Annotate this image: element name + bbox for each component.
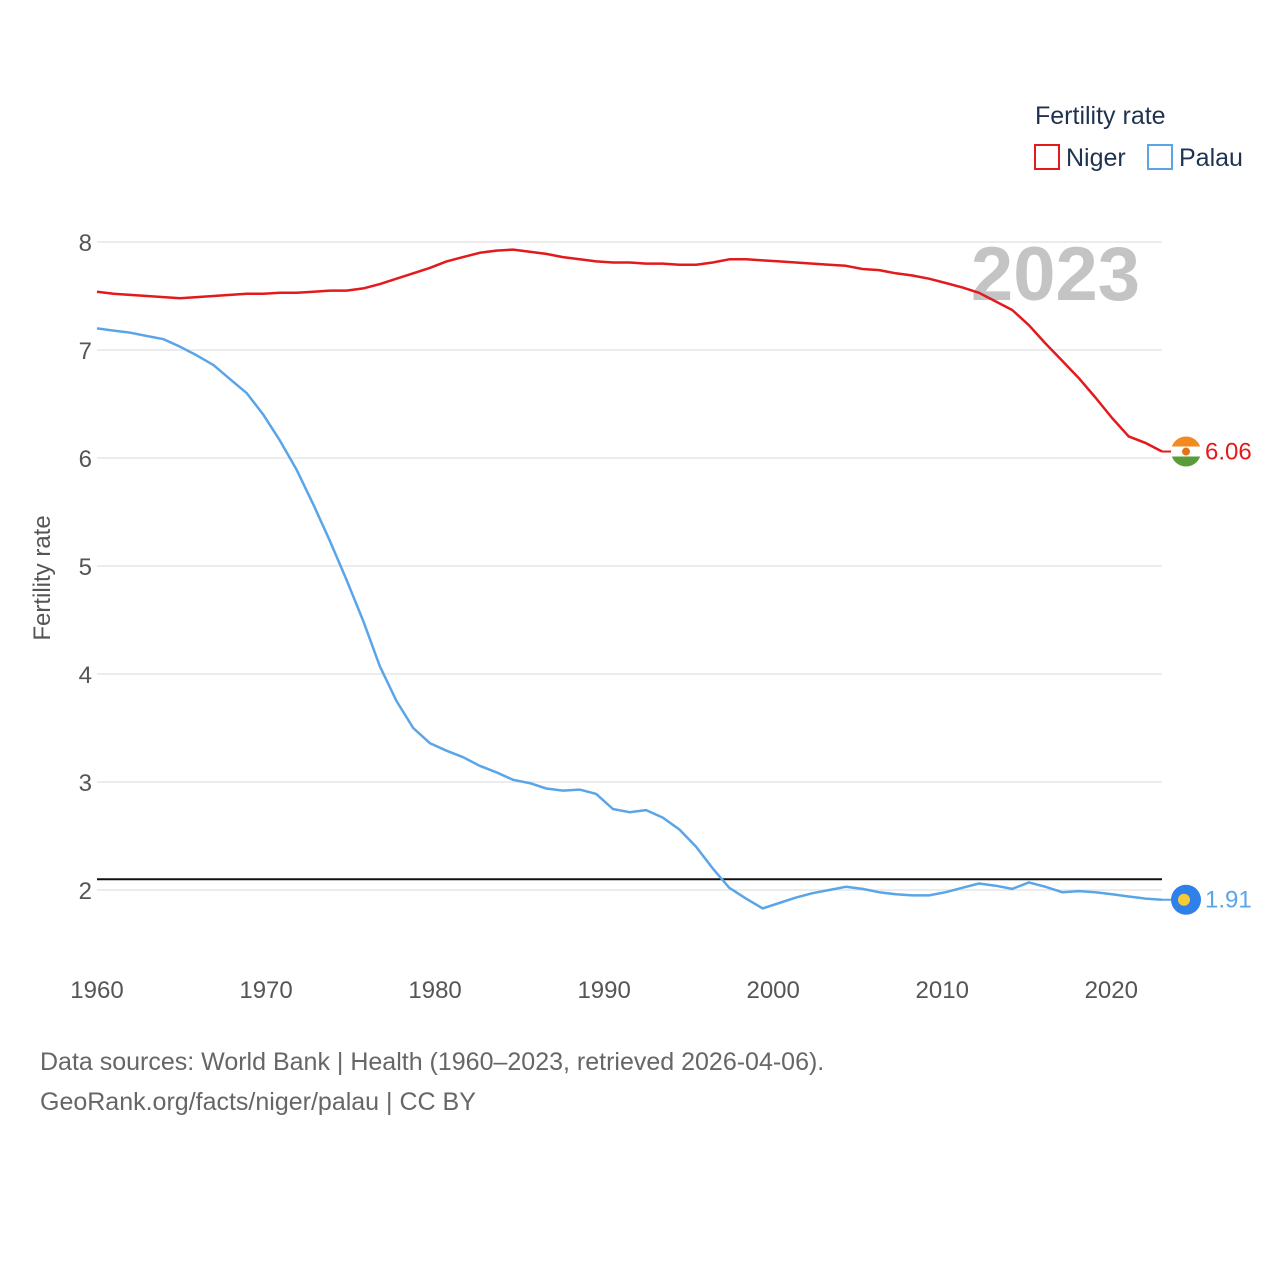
series-endpoints: 6.06 1.91 [1162,436,1252,915]
x-tick-label-1980: 1980 [408,977,461,1004]
y-tick-label-7: 7 [79,338,92,365]
legend-title: Fertility rate [1035,102,1166,130]
source-footer: Data sources: World Bank | Health (1960–… [40,1042,824,1122]
niger-flag-sun [1182,447,1190,456]
y-tick-label-4: 4 [79,662,92,689]
x-tick-label-1970: 1970 [239,977,292,1004]
niger-flag-icon [1171,436,1201,467]
line-chart: 2 3 4 5 6 7 8 1960 1970 1980 1990 2000 2010 2020 Fer… [29,102,1252,1004]
legend-item-palau[interactable]: Palau [1147,144,1243,172]
palau-flag-moon [1178,893,1190,906]
y-axis-ticks: 2 3 4 5 6 7 8 [79,230,92,905]
y-tick-label-5: 5 [79,554,92,581]
legend-swatch-palau [1147,144,1173,170]
series-line-niger [96,248,1163,453]
x-tick-label-2020: 2020 [1085,977,1138,1004]
y-axis-title: Fertility rate [29,515,56,640]
y-tick-label-6: 6 [79,446,92,473]
end-value-label-palau: 1.91 [1205,887,1252,914]
series-lines [96,248,1163,910]
legend-label-palau: Palau [1179,144,1243,172]
niger-flag-stripe-bottom [1171,456,1201,467]
y-tick-label-8: 8 [79,230,92,257]
palau-flag-icon [1171,884,1201,915]
x-tick-label-2010: 2010 [916,977,969,1004]
legend-label-niger: Niger [1066,144,1126,172]
legend: Fertility rate Niger Palau [1034,102,1243,172]
x-tick-label-2000: 2000 [746,977,799,1004]
niger-flag-stripe-top [1171,436,1201,447]
credit-line: GeoRank.org/facts/niger/palau | CC BY [40,1088,476,1116]
legend-item-niger[interactable]: Niger [1034,144,1126,172]
x-tick-label-1960: 1960 [70,977,123,1004]
end-value-label-niger: 6.06 [1205,439,1252,466]
series-line-palau [96,327,1163,910]
year-watermark: 2023 [971,232,1140,317]
x-axis-ticks: 1960 1970 1980 1990 2000 2010 2020 [70,977,1138,1004]
gridlines [97,241,1162,891]
legend-swatch-niger [1034,144,1060,170]
y-tick-label-3: 3 [79,770,92,797]
y-tick-label-2: 2 [79,878,92,905]
x-tick-label-1990: 1990 [577,977,630,1004]
source-line: Data sources: World Bank | Health (1960–… [40,1048,825,1076]
